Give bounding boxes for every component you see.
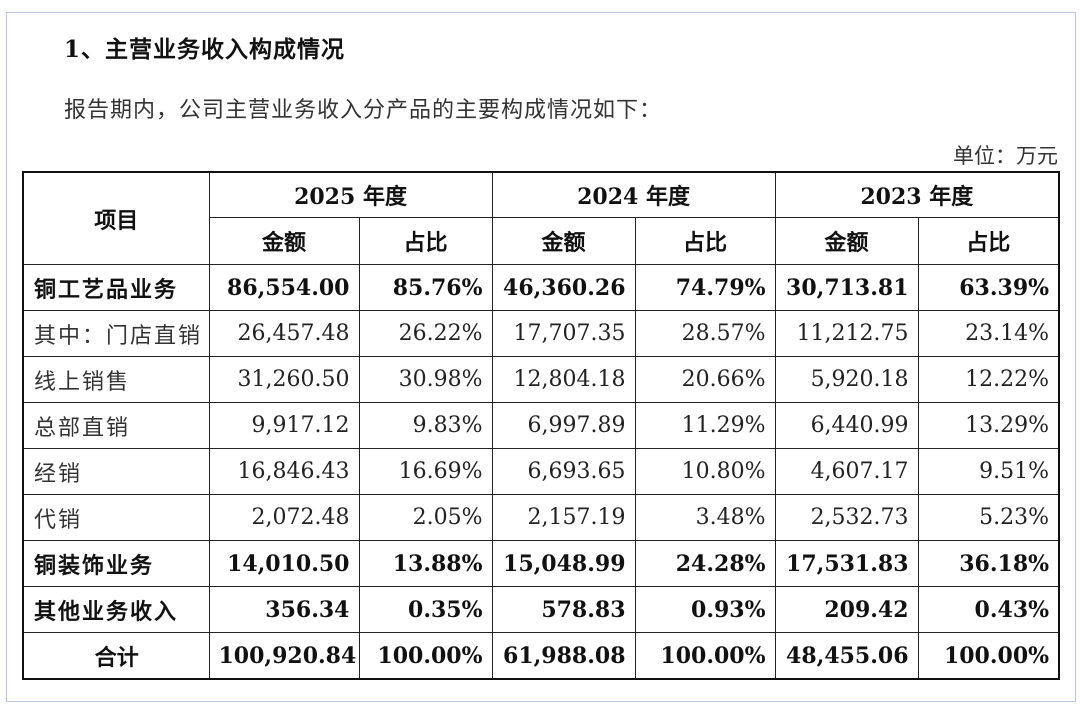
amount-cell: 46,360.26 [491,264,636,311]
amount-cell: 2,532.73 [774,494,919,541]
amount-cell: 6,693.65 [491,448,636,495]
row-label: 线上销售 [22,356,210,403]
share-cell: 13.88% [358,540,493,587]
share-cell: 13.29% [917,402,1060,449]
amount-cell: 17,707.35 [491,310,636,357]
amount-cell: 12,804.18 [491,356,636,403]
amount-cell: 14,010.50 [208,540,360,587]
table-row: 总部直销 9,917.12 9.83% 6,997.89 11.29% 6,440.99 1… [22,402,1060,449]
table-body: 铜工艺品业务 86,554.00 85.76% 46,360.26 74.79% 30,7… [22,264,1060,680]
table-row: 线上销售 31,260.50 30.98% 12,804.18 20.66% 5,920.… [22,356,1060,403]
row-label: 总部直销 [22,402,210,449]
share-header: 占比 [634,217,776,265]
table-row: 其他业务收入 356.34 0.35% 578.83 0.93% 209.42 0.43% [22,586,1060,633]
share-cell: 5.23% [917,494,1060,541]
amount-header: 金额 [774,217,919,265]
table-row: 经销 16,846.43 16.69% 6,693.65 10.80% 4,607.17 9… [22,448,1060,495]
share-header: 占比 [917,217,1060,265]
amount-cell: 16,846.43 [208,448,360,495]
revenue-table: 项目 2025 年度 2024 年度 2023 年度 金额 占比 金额 占比 金… [22,171,1061,680]
share-cell: 3.48% [634,494,776,541]
amount-header: 金额 [208,217,360,265]
table-row: 合计 100,920.84 100.00% 61,988.08 100.00% 48,45… [22,632,1060,680]
year-header-2023: 2023 年度 [774,171,1060,218]
amount-cell: 6,440.99 [774,402,919,449]
amount-cell: 100,920.84 [208,632,360,680]
share-cell: 24.28% [634,540,776,587]
share-cell: 85.76% [358,264,493,311]
share-cell: 0.35% [358,586,493,633]
amount-cell: 6,997.89 [491,402,636,449]
share-cell: 10.80% [634,448,776,495]
row-label: 其中：门店直销 [22,310,210,357]
table-row: 代销 2,072.48 2.05% 2,157.19 3.48% 2,532.73 5.23… [22,494,1060,541]
document-frame [6,12,1076,702]
amount-cell: 17,531.83 [774,540,919,587]
year-header-2024: 2024 年度 [491,171,776,218]
share-cell: 23.14% [917,310,1060,357]
amount-cell: 61,988.08 [491,632,636,680]
share-cell: 11.29% [634,402,776,449]
share-cell: 74.79% [634,264,776,311]
section-heading: 1、主营业务收入构成情况 [64,36,346,63]
share-cell: 100.00% [358,632,493,680]
amount-cell: 209.42 [774,586,919,633]
amount-cell: 5,920.18 [774,356,919,403]
row-label: 合计 [22,632,210,680]
amount-cell: 578.83 [491,586,636,633]
intro-paragraph: 报告期内，公司主营业务收入分产品的主要构成情况如下： [64,98,663,123]
amount-cell: 11,212.75 [774,310,919,357]
share-cell: 2.05% [358,494,493,541]
share-cell: 0.93% [634,586,776,633]
share-cell: 20.66% [634,356,776,403]
amount-cell: 4,607.17 [774,448,919,495]
row-label: 铜装饰业务 [22,540,210,587]
share-cell: 28.57% [634,310,776,357]
table-row: 铜装饰业务 14,010.50 13.88% 15,048.99 24.28% 17,53… [22,540,1060,587]
table-row: 铜工艺品业务 86,554.00 85.76% 46,360.26 74.79% 30,7… [22,264,1060,311]
amount-cell: 26,457.48 [208,310,360,357]
amount-cell: 86,554.00 [208,264,360,311]
share-cell: 36.18% [917,540,1060,587]
share-cell: 63.39% [917,264,1060,311]
amount-cell: 30,713.81 [774,264,919,311]
amount-header: 金额 [491,217,636,265]
year-header-2025: 2025 年度 [208,171,493,218]
amount-cell: 31,260.50 [208,356,360,403]
amount-cell: 2,157.19 [491,494,636,541]
row-label: 经销 [22,448,210,495]
share-cell: 12.22% [917,356,1060,403]
amount-cell: 2,072.48 [208,494,360,541]
share-cell: 26.22% [358,310,493,357]
row-label: 铜工艺品业务 [22,264,210,311]
amount-cell: 48,455.06 [774,632,919,680]
amount-cell: 356.34 [208,586,360,633]
share-cell: 9.83% [358,402,493,449]
share-cell: 9.51% [917,448,1060,495]
share-cell: 16.69% [358,448,493,495]
row-label: 代销 [22,494,210,541]
share-header: 占比 [358,217,493,265]
unit-label: 单位：万元 [953,144,1058,168]
share-cell: 100.00% [634,632,776,680]
share-cell: 30.98% [358,356,493,403]
share-cell: 0.43% [917,586,1060,633]
row-label: 其他业务收入 [22,586,210,633]
share-cell: 100.00% [917,632,1060,680]
item-header: 项目 [22,171,210,265]
amount-cell: 9,917.12 [208,402,360,449]
amount-cell: 15,048.99 [491,540,636,587]
table-row: 其中：门店直销 26,457.48 26.22% 17,707.35 28.57% 11,… [22,310,1060,357]
